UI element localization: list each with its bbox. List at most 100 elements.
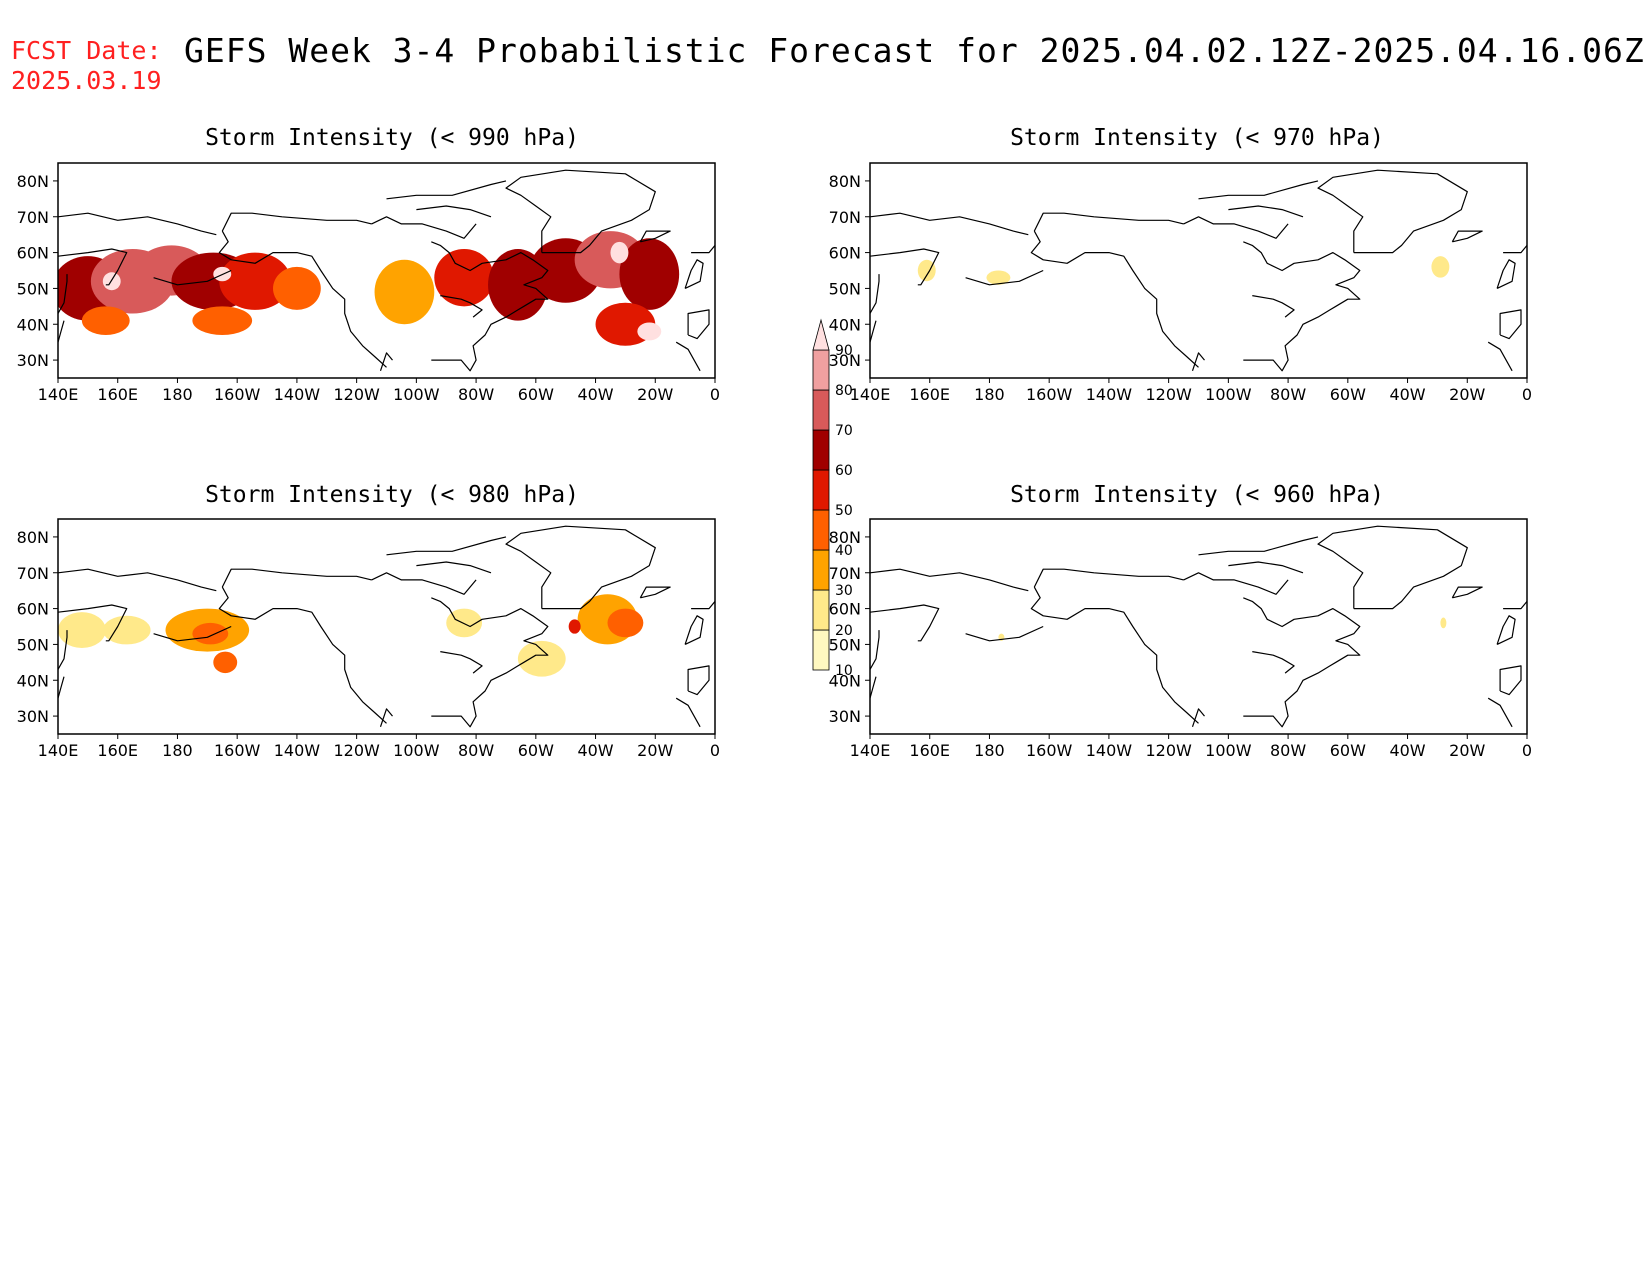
probability-cell: [219, 252, 291, 310]
coastline: [870, 604, 940, 642]
lon-tick-label: 140E: [38, 385, 79, 404]
coastline: [153, 269, 232, 286]
lon-tick-label: 100W: [1205, 385, 1252, 404]
lat-tick-label: 80N: [829, 528, 861, 547]
lon-tick-label: 100W: [1205, 741, 1252, 760]
lat-tick-label: 30N: [829, 351, 861, 370]
lon-tick-label: 160W: [1026, 385, 1073, 404]
probability-field: [917, 256, 1450, 285]
colorbar-segment: [812, 629, 830, 671]
lon-tick-label: 20W: [637, 741, 673, 760]
lon-tick-label: 60W: [518, 385, 554, 404]
map-frame: [869, 518, 1528, 735]
colorbar-label: 70: [835, 423, 853, 439]
coastline: [1451, 586, 1483, 599]
coastlines: [58, 169, 715, 372]
coastline: [58, 630, 68, 670]
coastline: [1228, 561, 1304, 574]
lon-tick-label: 120W: [333, 385, 380, 404]
map-frame: [57, 518, 716, 735]
coastline: [1451, 230, 1483, 243]
lon-tick-label: 160W: [214, 385, 261, 404]
colorbar-label: 50: [835, 503, 853, 519]
coastline: [1198, 180, 1319, 200]
coastline: [870, 274, 880, 314]
coastline: [1030, 230, 1199, 368]
coastline: [1243, 597, 1361, 728]
coastline: [58, 274, 68, 314]
lon-tick-label: 160E: [97, 741, 138, 760]
coastline: [221, 212, 372, 232]
lon-tick-label: 140E: [38, 741, 79, 760]
lon-tick-label: 180: [974, 385, 1005, 404]
lon-tick-label: 40W: [577, 385, 613, 404]
lon-tick-label: 140E: [850, 385, 891, 404]
coastline: [691, 245, 715, 254]
coastline: [687, 309, 710, 340]
lon-tick-label: 60W: [1330, 385, 1366, 404]
lon-tick-label: 20W: [1449, 741, 1485, 760]
probability-cell: [102, 272, 121, 291]
lon-tick-label: 40W: [577, 741, 613, 760]
coastline: [431, 241, 549, 372]
probability-cell: [610, 241, 629, 264]
lat-tick-label: 60N: [17, 600, 49, 619]
lon-tick-label: 60W: [518, 741, 554, 760]
coastline: [1243, 241, 1361, 372]
map-panel-980: 140E 160E 180 160W 140W 120W 100W 80W 60W 40W 20W 0…: [17, 518, 720, 760]
coastline: [675, 697, 701, 728]
coastline: [1252, 651, 1295, 674]
lat-tick-label: 40N: [829, 671, 861, 690]
lon-tick-label: 0: [710, 385, 720, 404]
coastline: [416, 561, 492, 574]
lon-tick-label: 180: [162, 741, 193, 760]
coastlines: [870, 169, 1527, 372]
coastline: [639, 230, 671, 243]
fcst-date-label: FCST Date:: [11, 36, 162, 65]
lat-tick-label: 30N: [829, 707, 861, 726]
coastline: [870, 630, 880, 670]
colorbar-segment: [812, 349, 830, 391]
probability-cell: [192, 622, 229, 645]
probability-cell: [81, 306, 130, 335]
coastlines: [870, 525, 1527, 728]
lon-tick-label: 0: [1522, 741, 1532, 760]
coastlines: [58, 525, 715, 728]
coastline: [691, 601, 715, 610]
coastline: [58, 320, 65, 343]
map-frame: [869, 162, 1528, 379]
coastline: [684, 615, 704, 645]
coastline: [218, 586, 387, 724]
coastline: [1503, 601, 1527, 610]
probability-field: [58, 231, 680, 346]
lon-tick-label: 180: [974, 741, 1005, 760]
coastline: [870, 676, 877, 699]
coastline: [440, 295, 483, 318]
lon-tick-label: 80W: [1270, 741, 1306, 760]
lon-tick-label: 120W: [1145, 385, 1192, 404]
lon-tick-label: 140W: [274, 385, 321, 404]
coastline: [1033, 568, 1184, 588]
colorbar-label: 10: [835, 663, 853, 679]
lon-tick-label: 160E: [909, 385, 950, 404]
coastline: [58, 568, 217, 592]
coastline: [58, 604, 128, 642]
coastline: [1496, 259, 1516, 289]
colorbar-segment: [812, 589, 830, 631]
probability-cell: [273, 266, 321, 310]
panel-title-990: Storm Intensity (< 990 hPa): [205, 125, 579, 151]
probability-field: [58, 594, 644, 677]
lat-tick-label: 80N: [829, 172, 861, 191]
coastline: [687, 665, 710, 696]
colorbar-label: 80: [835, 383, 853, 399]
probability-field: [998, 617, 1447, 641]
coastline: [440, 651, 483, 674]
coastline: [1198, 536, 1319, 556]
lon-tick-label: 120W: [1145, 741, 1192, 760]
colorbar-label: 30: [835, 583, 853, 599]
lat-tick-label: 60N: [829, 600, 861, 619]
coastline: [221, 568, 372, 588]
lat-tick-label: 50N: [17, 635, 49, 654]
coastline: [1183, 216, 1289, 239]
lon-tick-label: 60W: [1330, 741, 1366, 760]
